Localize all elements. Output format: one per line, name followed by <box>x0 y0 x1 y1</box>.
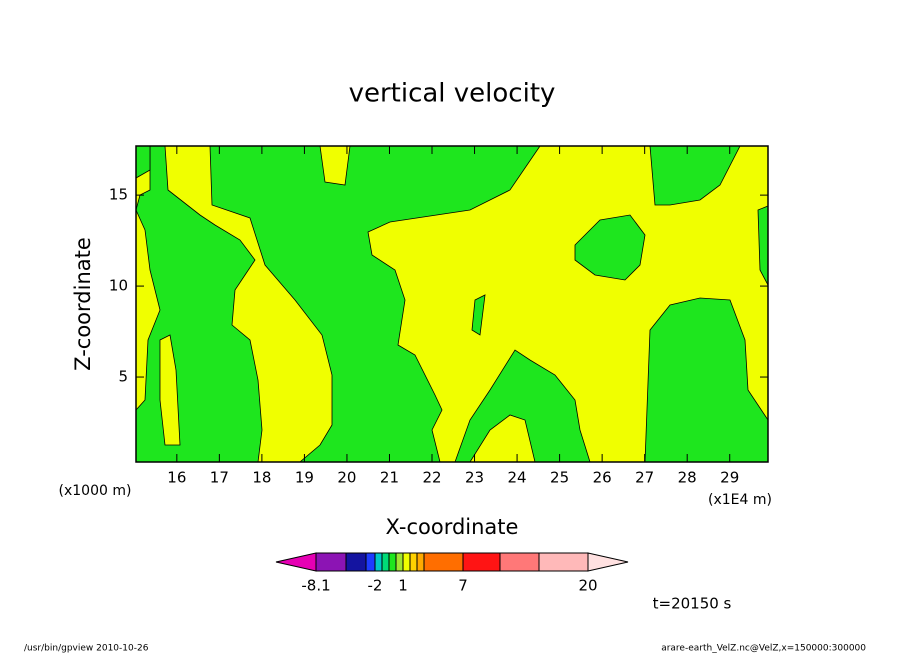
colorbar-box <box>402 552 411 572</box>
y-unit: (x1000 m) <box>59 483 132 499</box>
footer-left: /usr/bin/gpview 2010-10-26 <box>24 644 149 654</box>
colorbar-label: -8.1 <box>301 577 330 595</box>
region <box>454 349 591 463</box>
colorbar-box <box>365 552 376 572</box>
x-tick-label: 26 <box>593 469 612 487</box>
colorbar-box <box>374 552 383 572</box>
x-tick-label: 18 <box>252 469 271 487</box>
region <box>159 334 181 446</box>
region <box>574 214 646 281</box>
colorbar-label: 7 <box>458 577 468 595</box>
colorbar-box <box>538 552 589 572</box>
colorbar-label: -2 <box>368 577 383 595</box>
x-axis-label: X-coordinate <box>386 515 519 539</box>
colorbar-box <box>381 552 390 572</box>
y-axis-label: Z-coordinate <box>71 237 95 371</box>
x-tick-label: 17 <box>210 469 229 487</box>
time-label: t=20150 s <box>653 595 732 613</box>
x-tick-label: 19 <box>295 469 314 487</box>
colorbar-label: 1 <box>398 577 408 595</box>
x-tick-label: 24 <box>508 469 527 487</box>
colorbar-box <box>395 552 404 572</box>
x-tick-label: 21 <box>380 469 399 487</box>
contour-field <box>135 145 769 463</box>
footer-right: arare-earth_VelZ.nc@VelZ,x=150000:300000 <box>661 644 866 654</box>
x-tick-label: 22 <box>422 469 441 487</box>
colorbar-high <box>587 552 629 572</box>
x-tick-label: 27 <box>635 469 654 487</box>
region <box>471 294 486 336</box>
colorbar-box <box>409 552 418 572</box>
y-tick-label: 5 <box>118 368 128 386</box>
colorbar-low <box>275 552 317 572</box>
x-tick-label: 20 <box>337 469 356 487</box>
x-unit: (x1E4 m) <box>708 492 772 508</box>
colorbar-box <box>416 552 425 572</box>
y-tick-label: 15 <box>109 186 128 204</box>
colorbar-box <box>388 552 397 572</box>
colorbar-box <box>423 552 464 572</box>
x-tick-label: 28 <box>678 469 697 487</box>
x-tick-label: 29 <box>720 469 739 487</box>
colorbar-box <box>499 552 540 572</box>
chart-title: vertical velocity <box>349 79 556 109</box>
x-tick-label: 25 <box>550 469 569 487</box>
colorbar-label: 20 <box>578 577 597 595</box>
plot-frame <box>135 145 769 463</box>
colorbar-box <box>462 552 501 572</box>
y-tick-label: 10 <box>109 277 128 295</box>
colorbar-box <box>345 552 367 572</box>
colorbar-box <box>315 552 347 572</box>
x-tick-label: 23 <box>465 469 484 487</box>
x-tick-label: 16 <box>167 469 186 487</box>
